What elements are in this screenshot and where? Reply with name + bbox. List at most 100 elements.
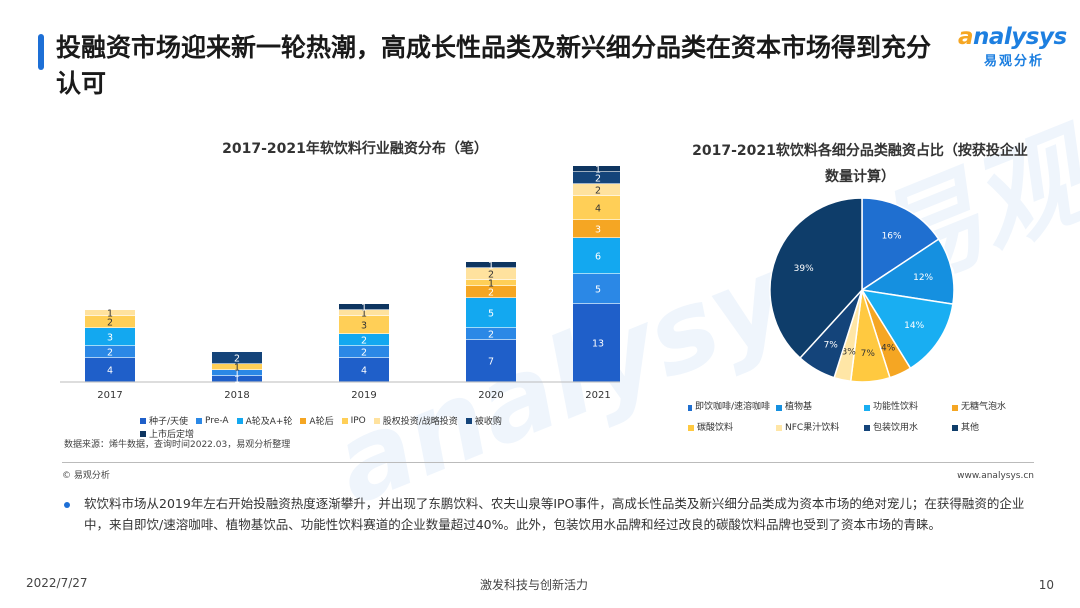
website-link[interactable]: www.analysys.cn [957, 471, 1034, 481]
footer-slogan: 激发科技与创新活力 [480, 578, 589, 592]
legend-label: 股权投资/战略投资 [382, 417, 458, 427]
bar-segment [466, 262, 516, 268]
bar-segment [339, 310, 389, 316]
pie-value-label: 39% [794, 264, 814, 274]
pie-value-label: 7% [824, 341, 839, 351]
legend-item: 种子/天使 [140, 414, 188, 427]
legend-label: 其他 [961, 422, 980, 433]
bar-value-label: 5 [595, 285, 601, 296]
legend-item: 无糖气泡水 [952, 398, 1034, 417]
bar-value-label: 2 [488, 288, 494, 299]
legend-swatch [465, 417, 472, 424]
summary-text: 软饮料市场从2019年左右开始投融资热度逐渐攀升，并出现了东鹏饮料、农夫山泉等I… [84, 496, 1025, 532]
legend-swatch [952, 425, 958, 431]
bar-value-label: 2 [488, 270, 494, 281]
bar-value-label: 1 [361, 309, 367, 320]
bar-value-label: 3 [107, 333, 113, 344]
legend-item: 功能性饮料 [864, 398, 946, 417]
legend-label: Pre-A [205, 415, 229, 426]
bar-segment [339, 316, 389, 334]
legend-swatch [300, 417, 307, 424]
legend-item: 股权投资/战略投资 [373, 414, 458, 427]
bar-value-label: 2 [595, 174, 601, 185]
bar-value-label: 1 [488, 261, 494, 272]
legend-item: 其他 [952, 419, 1034, 438]
pie-chart-title: 2017-2021软饮料各细分品类融资占比（按获投企业数量计算） [692, 143, 1028, 185]
bar-segment [573, 304, 620, 382]
divider [62, 462, 1034, 463]
legend-item: Pre-A [196, 416, 229, 426]
bar-segment [339, 304, 389, 310]
bar-segment [573, 166, 620, 172]
legend-item: IPO [341, 415, 366, 426]
pie-slice [861, 197, 940, 292]
legend-swatch [952, 404, 958, 411]
legend-label: 即饮咖啡/速溶咖啡 [694, 402, 770, 412]
legend-swatch [776, 404, 782, 411]
bar-value-label: 13 [592, 339, 604, 350]
legend-label: 植物基 [785, 402, 813, 412]
bar-segment [339, 346, 389, 358]
bar-segment [573, 172, 620, 184]
bar-segment [212, 364, 262, 370]
bar-value-label: 2 [234, 354, 240, 365]
bar-value-label: 1 [234, 375, 240, 386]
legend-label: 功能性饮料 [873, 402, 919, 412]
pie-value-label: 12% [913, 273, 933, 283]
pie-chart: 16%12%14%4%7%3%7%39% [769, 197, 955, 383]
legend-item: NFC果汁饮料 [776, 419, 858, 438]
bar-segment [573, 184, 620, 196]
legend-label: 被收购 [474, 417, 502, 427]
bar-value-label: 6 [595, 252, 601, 263]
bar-segment [339, 358, 389, 382]
pie-value-label: 7% [861, 349, 876, 359]
legend-swatch [688, 425, 694, 431]
x-tick-label: 2020 [478, 390, 503, 400]
x-tick-label: 2021 [585, 390, 610, 400]
bar-value-label: 2 [107, 348, 113, 359]
bar-segment [466, 286, 516, 298]
legend-item: 包装饮用水 [864, 419, 946, 438]
bar-segment [466, 328, 516, 340]
legend-label: 碳酸饮料 [697, 422, 734, 433]
bar-segment [339, 334, 389, 346]
legend-swatch [140, 430, 146, 437]
brand-logo: analysys 易观分析 [958, 24, 1067, 69]
footer-date: 2022/7/27 [26, 576, 88, 590]
pie-slice [769, 197, 863, 360]
legend-item: 植物基 [776, 398, 858, 417]
bar-value-label: 4 [107, 366, 113, 377]
title-accent-bar [38, 34, 44, 70]
bar-segment [212, 376, 262, 382]
legend-swatch [864, 425, 870, 431]
page-title: 投融资市场迎来新一轮热潮，高成长性品类及新兴细分品类在资本市场得到充分认可 [56, 33, 932, 98]
bar-value-label: 1 [234, 369, 240, 380]
legend-item: 碳酸饮料 [688, 419, 770, 438]
legend-swatch [776, 425, 782, 431]
legend-label: 上市后定增 [149, 430, 195, 440]
logo-mark: a [958, 24, 974, 50]
bar-value-label: 1 [595, 165, 601, 176]
bar-segment [85, 310, 135, 316]
legend-swatch [140, 417, 146, 424]
bar-value-label: 1 [488, 279, 494, 290]
legend-label: 包装饮用水 [873, 422, 919, 433]
bar-segment [212, 352, 262, 364]
bar-value-label: 3 [361, 321, 367, 332]
bar-segment [466, 340, 516, 382]
bar-value-label: 2 [361, 336, 367, 347]
bar-segment [573, 238, 620, 274]
pie-value-label: 16% [882, 231, 902, 241]
pie-slice [859, 238, 955, 305]
pie-value-label: 3% [841, 348, 856, 358]
bar-segment [85, 316, 135, 328]
x-tick-label: 2017 [97, 390, 122, 400]
legend-swatch [373, 417, 380, 424]
bar-chart-legend: 种子/天使 Pre-A A轮及A+轮 A轮后 IPO 股权投资/战略投资 被收购 上市后定增 [140, 414, 560, 440]
bar-chart: 4232120171112201842231120197252121202013… [60, 165, 620, 400]
bar-value-label: 1 [361, 303, 367, 314]
bar-segment [573, 274, 620, 304]
bar-value-label: 5 [488, 309, 494, 320]
legend-label: IPO [350, 415, 366, 426]
pie-chart-legend: 即饮咖啡/速溶咖啡 植物基 功能性饮料 无糖气泡水碳酸饮料 NFC果汁饮料 包装饮用水 其他 [688, 398, 1048, 439]
